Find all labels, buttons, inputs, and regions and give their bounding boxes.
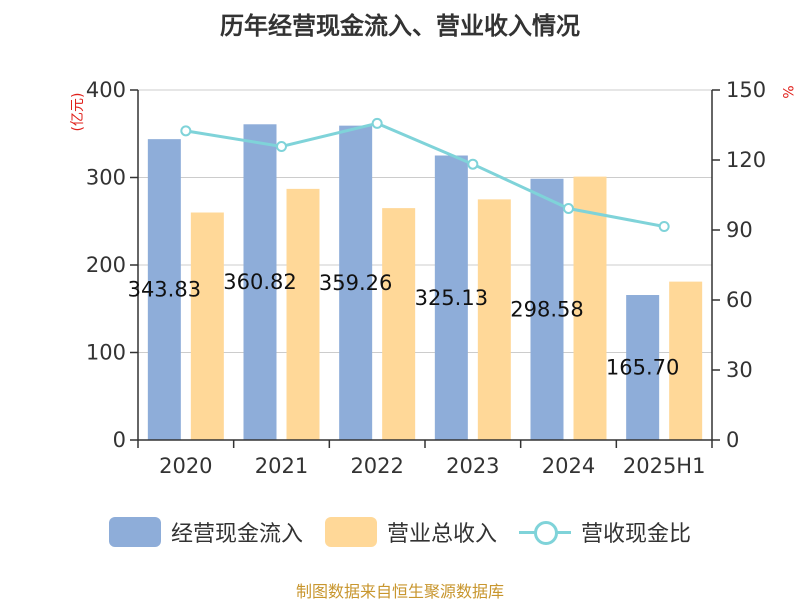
right-axis-unit: % [779, 85, 795, 98]
left-axis-tick-label: 200 [86, 253, 126, 277]
legend-swatch-revenue [324, 517, 377, 547]
ratio-point[interactable] [371, 117, 383, 129]
right-axis-tick-label: 150 [726, 78, 766, 102]
bar-revenue[interactable] [382, 208, 416, 440]
right-axis-tick-label: 120 [726, 148, 766, 172]
legend-item-ratio[interactable]: 营收现金比 [519, 516, 691, 548]
left-axis-tick-label: 100 [86, 341, 126, 365]
legend-label-ratio: 营收现金比 [581, 522, 692, 547]
legend-swatch-cash-inflow [108, 517, 161, 547]
x-axis-tick-label: 2025H1 [623, 454, 706, 478]
bar-cash-inflow[interactable] [626, 295, 660, 440]
bar-value-label: 359.26 [319, 271, 392, 295]
left-axis-tick-label: 300 [86, 166, 126, 190]
bar-revenue[interactable] [477, 199, 511, 440]
bar-value-label: 325.13 [415, 286, 488, 310]
bar-labels: 343.83 360.82 359.26 325.13 298.58 165.70 [128, 270, 680, 379]
bar-cash-inflow[interactable] [243, 124, 277, 440]
axes: 0 100 200 300 400 0 30 60 90 120 150 2020 2021 2022 20… [86, 78, 766, 478]
gridlines [138, 89, 712, 353]
ratio-point[interactable] [276, 140, 287, 152]
bar-value-label: 360.82 [223, 270, 296, 294]
ratio-point[interactable] [180, 125, 192, 137]
right-axis-tick-label: 30 [726, 358, 753, 382]
right-axis-tick-label: 0 [726, 428, 739, 452]
bar-revenue[interactable] [573, 176, 607, 440]
legend-swatch-ratio [519, 517, 571, 547]
right-axis-tick-label: 90 [726, 218, 753, 242]
ratio-line [185, 121, 665, 228]
bar-revenue[interactable] [286, 188, 320, 440]
bar-value-label: 343.83 [128, 278, 201, 302]
legend-label-cash-inflow: 经营现金流入 [170, 522, 303, 547]
bar-value-label: 165.70 [606, 356, 679, 380]
chart-title: 历年经营现金流入、营业收入情况 [220, 12, 580, 40]
legend-item-revenue[interactable]: 营业总收入 [324, 516, 497, 548]
legend-label-revenue: 营业总收入 [386, 522, 497, 547]
bar-group [147, 124, 703, 441]
ratio-point[interactable] [658, 221, 670, 232]
x-axis-tick-label: 2024 [542, 454, 595, 478]
source-note: 制图数据来自恒生聚源数据库 [295, 582, 504, 601]
left-axis-unit: (亿元) [70, 93, 86, 132]
ratio-line-group [180, 117, 670, 232]
bar-cash-inflow[interactable] [530, 178, 564, 440]
ratio-point[interactable] [467, 158, 479, 170]
x-axis-tick-label: 2020 [159, 454, 212, 478]
legend: 经营现金流入 营业总收入 营收现金比 [0, 516, 800, 548]
bar-revenue[interactable] [190, 212, 224, 441]
x-axis-tick-label: 2023 [446, 454, 499, 478]
bar-cash-inflow[interactable] [339, 125, 373, 441]
x-axis-tick-label: 2021 [255, 454, 308, 478]
legend-item-cash-inflow[interactable]: 经营现金流入 [108, 516, 303, 548]
bar-revenue[interactable] [669, 281, 703, 440]
bar-cash-inflow[interactable] [147, 139, 181, 440]
bar-value-label: 298.58 [510, 297, 583, 321]
ratio-point[interactable] [563, 203, 574, 215]
right-axis-tick-label: 60 [726, 288, 753, 312]
chart-plot: 0 100 200 300 400 0 30 60 90 120 150 2020 2021 2022 20… [70, 78, 795, 478]
x-axis-tick-label: 2022 [350, 454, 403, 478]
left-axis-tick-label: 400 [86, 78, 126, 102]
bar-cash-inflow[interactable] [434, 155, 468, 441]
left-axis-tick-label: 0 [113, 428, 126, 452]
